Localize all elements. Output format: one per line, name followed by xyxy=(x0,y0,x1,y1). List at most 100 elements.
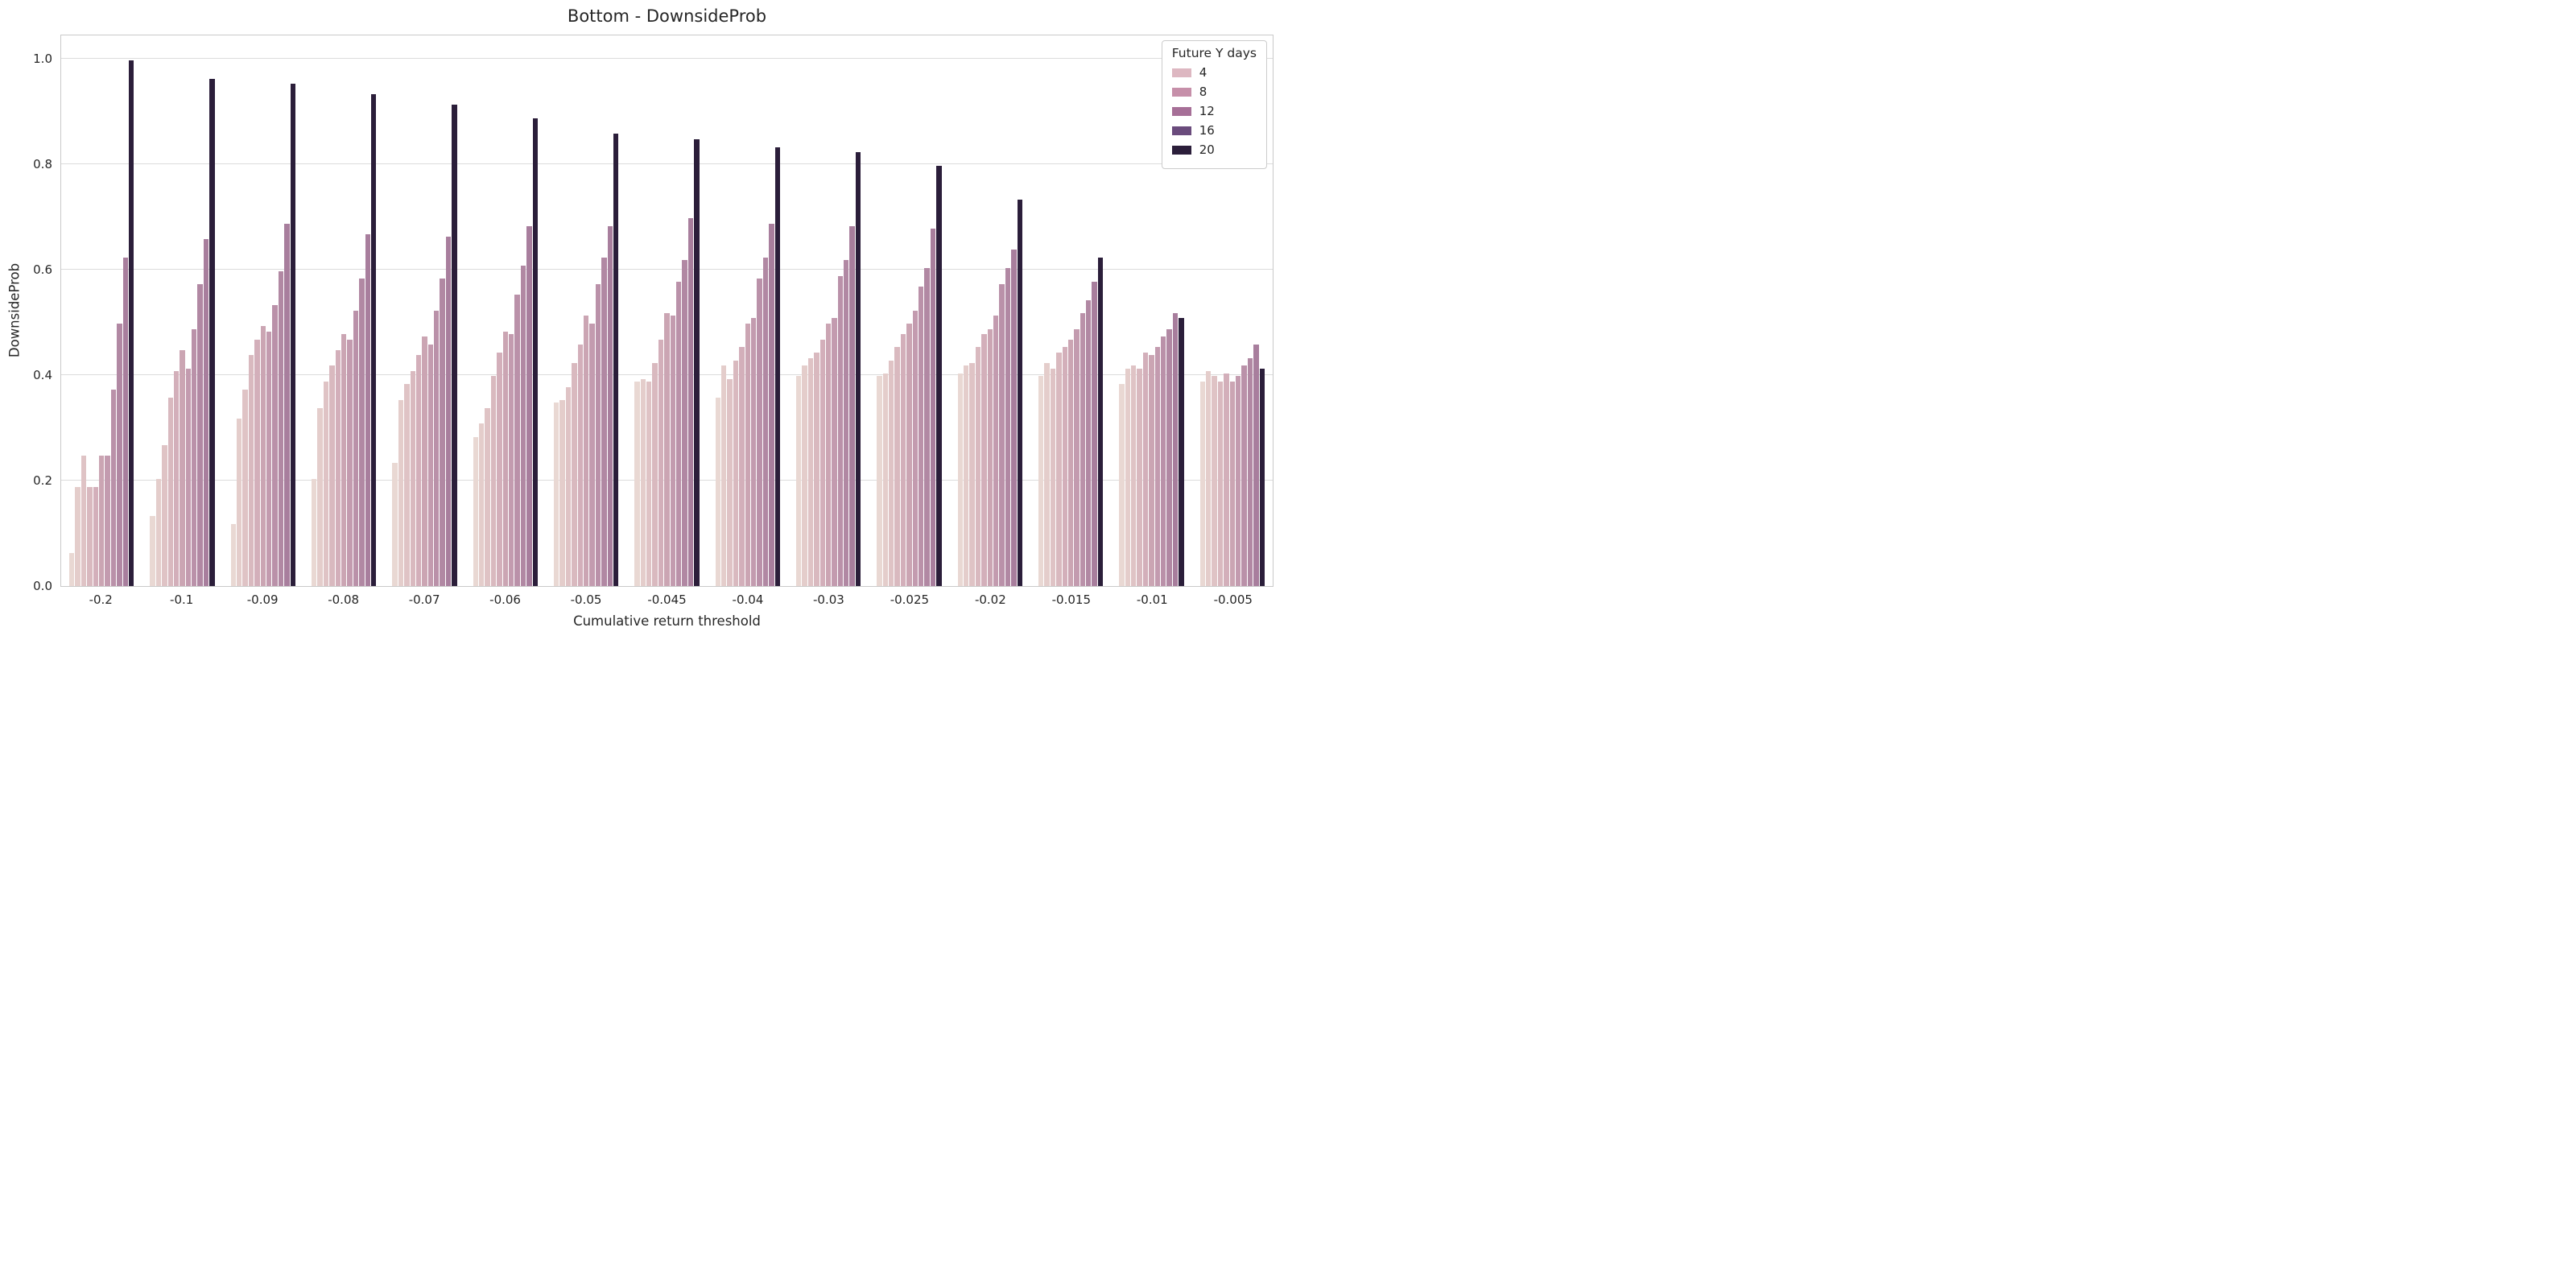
bar xyxy=(844,260,849,586)
bar xyxy=(739,347,745,586)
bar xyxy=(192,328,197,586)
bar xyxy=(882,374,889,586)
bar xyxy=(1067,339,1074,586)
bar xyxy=(687,218,694,586)
bar xyxy=(1044,363,1050,586)
bar xyxy=(1224,374,1229,586)
bar xyxy=(993,316,999,586)
bar xyxy=(242,389,248,586)
x-tick-label: -0.005 xyxy=(1213,592,1253,607)
bar xyxy=(230,523,237,586)
gridline xyxy=(61,269,1273,270)
bar xyxy=(975,347,981,586)
bar xyxy=(1005,268,1011,586)
bar xyxy=(1253,345,1259,586)
legend-entries: 4 8 12 16 20 xyxy=(1171,65,1257,157)
x-tick-label: -0.03 xyxy=(813,592,844,607)
legend-swatch-icon xyxy=(1171,68,1191,77)
bar xyxy=(110,389,117,586)
legend-row: 16 xyxy=(1171,123,1257,138)
bar xyxy=(410,370,415,586)
bar xyxy=(284,223,290,586)
bar xyxy=(912,310,919,586)
bar xyxy=(347,339,353,586)
bar xyxy=(490,376,497,586)
bar-group--0.1 xyxy=(142,35,222,586)
bar xyxy=(1017,200,1022,586)
plot-area xyxy=(60,35,1274,587)
bar xyxy=(807,357,814,586)
bar xyxy=(646,382,652,586)
bar xyxy=(1241,365,1247,586)
bar-group--0.06 xyxy=(465,35,546,586)
bar xyxy=(323,382,329,586)
bar xyxy=(583,316,589,586)
bar xyxy=(774,147,780,586)
bar xyxy=(1074,328,1080,586)
bar xyxy=(795,376,802,586)
bar xyxy=(445,237,452,586)
bar xyxy=(727,378,733,586)
bar xyxy=(837,276,844,586)
bar xyxy=(750,318,757,586)
legend-label: 16 xyxy=(1199,123,1215,138)
bar xyxy=(155,479,162,586)
bar xyxy=(634,382,640,586)
bar xyxy=(87,486,93,586)
bar xyxy=(434,310,440,586)
bar xyxy=(559,399,565,586)
bar xyxy=(266,331,272,586)
bar xyxy=(370,94,377,586)
bar xyxy=(900,334,906,586)
y-tick-label: 0.6 xyxy=(33,262,52,278)
bar xyxy=(312,479,317,586)
bar-group--0.08 xyxy=(303,35,384,586)
bar xyxy=(1206,370,1212,586)
bar xyxy=(440,279,445,586)
x-tick-label: -0.06 xyxy=(489,592,521,607)
bar-group--0.02 xyxy=(950,35,1030,586)
bar xyxy=(613,134,619,586)
bar xyxy=(237,418,242,586)
bar xyxy=(117,324,122,586)
bar xyxy=(317,407,323,586)
bar xyxy=(1119,384,1125,586)
bar xyxy=(167,397,173,586)
bar xyxy=(290,84,295,586)
bar xyxy=(1050,368,1056,586)
bar-group--0.015 xyxy=(1030,35,1111,586)
legend-swatch-icon xyxy=(1171,87,1191,97)
bar xyxy=(365,233,370,586)
bar xyxy=(577,345,583,586)
y-tick-label: 0.8 xyxy=(33,157,52,172)
bar-group--0.2 xyxy=(61,35,142,586)
bar xyxy=(987,328,993,586)
x-tick-label: -0.05 xyxy=(570,592,602,607)
bar xyxy=(335,349,341,586)
bar xyxy=(1161,336,1166,586)
bar xyxy=(427,345,434,586)
legend-label: 12 xyxy=(1199,104,1215,118)
bar xyxy=(849,225,855,586)
legend-swatch-icon xyxy=(1171,126,1191,135)
bar-group--0.005 xyxy=(1192,35,1273,586)
bar xyxy=(502,331,508,586)
legend-label: 20 xyxy=(1199,142,1215,157)
bar xyxy=(122,258,128,586)
bar xyxy=(93,486,98,586)
bar-group--0.07 xyxy=(384,35,464,586)
legend: Future Y days 4 8 12 16 20 xyxy=(1161,40,1267,169)
bar xyxy=(1038,376,1044,586)
bar xyxy=(185,368,192,586)
bar xyxy=(278,270,284,586)
bar xyxy=(272,305,278,586)
bar xyxy=(715,397,721,586)
bar xyxy=(329,365,335,586)
y-tick-label: 1.0 xyxy=(33,52,52,67)
bar xyxy=(1235,376,1241,586)
bar xyxy=(75,486,80,586)
x-tick-label: -0.015 xyxy=(1051,592,1091,607)
x-tick-label: -0.08 xyxy=(328,592,360,607)
bar xyxy=(595,283,601,586)
bar xyxy=(1056,353,1062,586)
